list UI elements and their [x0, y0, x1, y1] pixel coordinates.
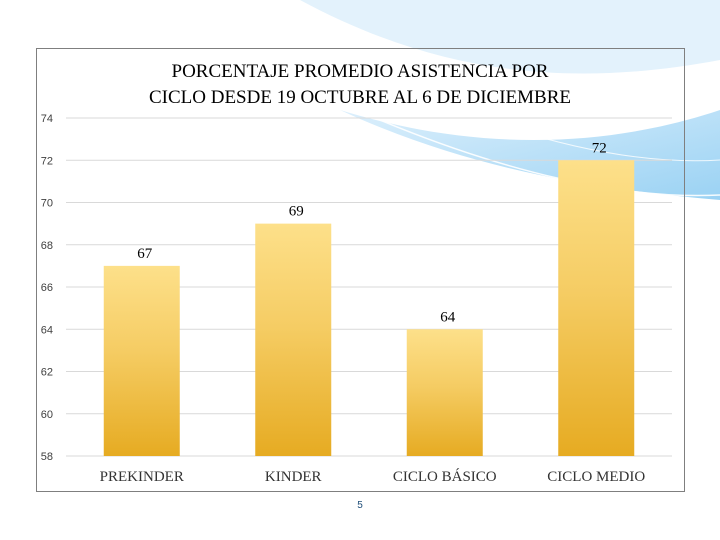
data-label: 72 — [592, 140, 607, 156]
y-tick-label: 60 — [41, 409, 53, 421]
y-tick-label: 64 — [41, 324, 53, 336]
category-label: PREKINDER — [100, 469, 184, 485]
y-tick-label: 74 — [41, 113, 53, 125]
data-labels: 67 69 64 72 — [137, 140, 607, 325]
category-label: CICLO BÁSICO — [393, 468, 497, 485]
y-tick-label: 72 — [41, 155, 53, 167]
chart-frame — [36, 48, 685, 492]
data-label: 67 — [137, 246, 153, 262]
y-tick-label: 68 — [41, 240, 53, 252]
y-axis-tick-labels: 58 60 62 64 66 68 70 72 74 — [41, 113, 53, 463]
y-tick-label: 70 — [41, 198, 53, 210]
bar — [406, 329, 483, 456]
chart-title-line-2: CICLO DESDE 19 OCTUBRE AL 6 DE DICIEMBRE — [149, 87, 571, 108]
bar — [255, 223, 332, 456]
data-label: 69 — [289, 204, 304, 220]
bar — [558, 160, 635, 456]
bar — [103, 265, 180, 456]
y-tick-label: 58 — [41, 451, 53, 463]
y-tick-label: 62 — [41, 367, 53, 379]
data-label: 64 — [440, 309, 456, 325]
bars — [103, 160, 635, 456]
category-label: CICLO MEDIO — [547, 469, 645, 485]
category-label: KINDER — [265, 469, 322, 485]
chart-title-line-1: PORCENTAJE PROMEDIO ASISTENCIA POR — [172, 61, 549, 82]
x-axis-category-labels: PREKINDER KINDER CICLO BÁSICO CICLO MEDIO — [100, 468, 646, 485]
y-tick-label: 66 — [41, 282, 53, 294]
page-number: 5 — [357, 500, 363, 511]
